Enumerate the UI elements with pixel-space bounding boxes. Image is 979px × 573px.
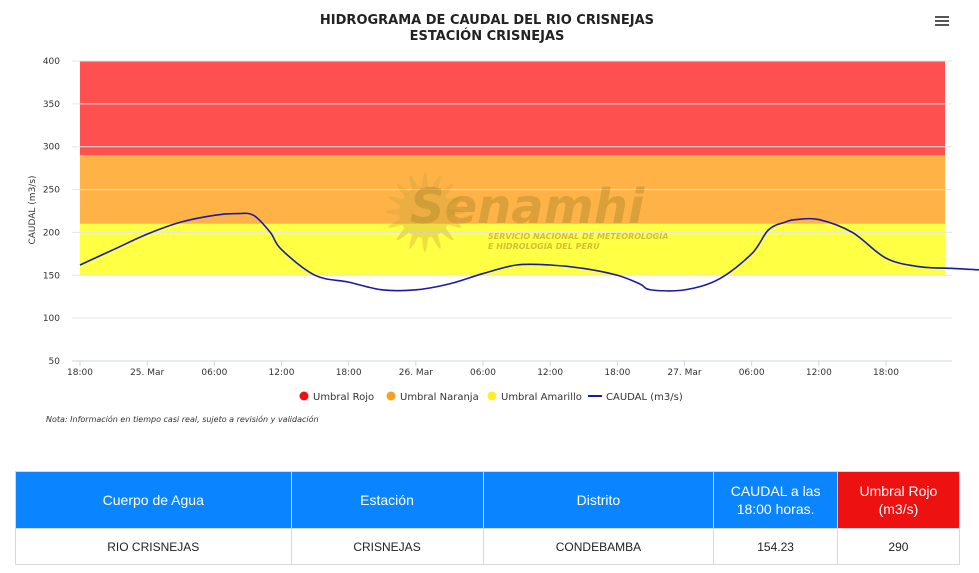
legend-item: CAUDAL (m3/s) <box>588 392 683 403</box>
sun-logo-icon <box>385 172 465 252</box>
chart-subtitle: ESTACIÓN CRISNEJAS <box>410 28 565 44</box>
sun-ray <box>441 228 454 241</box>
header-distrito: Distrito <box>482 471 715 529</box>
cell-distrito: CONDEBAMBA <box>482 528 715 565</box>
legend-item: Umbral Rojo <box>299 391 374 403</box>
sun-ray <box>409 234 418 249</box>
y-tick-label: 150 <box>43 271 60 281</box>
x-tick-label: 06:00 <box>201 368 227 378</box>
x-tick-label: 27. Mar <box>667 368 701 378</box>
header-cuerpo-de-agua: Cuerpo de Agua <box>15 471 292 529</box>
x-tick-label: 26. Mar <box>399 368 433 378</box>
legend-dot-icon <box>386 391 396 401</box>
cell-caudal: 154.23 <box>713 528 838 565</box>
x-tick-label: 18:00 <box>336 368 362 378</box>
table-row: RIO CRISNEJAS CRISNEJAS CONDEBAMBA 154.2… <box>15 528 961 565</box>
sun-ray <box>385 208 400 216</box>
sun-ray <box>421 172 429 187</box>
x-tick-label: 25. Mar <box>130 368 164 378</box>
sun-ray <box>447 219 462 228</box>
hamburger-menu-icon[interactable] <box>934 14 950 30</box>
y-tick-label: 100 <box>43 314 60 324</box>
y-tick-label: 350 <box>43 100 60 110</box>
x-tick-label: 18:00 <box>604 368 630 378</box>
cell-umbral-rojo: 290 <box>836 528 961 565</box>
legend-label: CAUDAL (m3/s) <box>606 392 683 403</box>
header-umbral-rojo: Umbral Rojo (m3/s) <box>836 471 961 529</box>
cell-estacion: CRISNEJAS <box>290 528 484 565</box>
table-header-row: Cuerpo de Agua Estación Distrito CAUDAL … <box>15 471 961 529</box>
sun-ray <box>409 175 418 190</box>
x-tick-label: 18:00 <box>67 368 93 378</box>
band-umbral-rojo <box>80 61 945 156</box>
chart-note: Nota: Información en tiempo casi real, s… <box>46 414 319 424</box>
senamhi-watermark: Senamhi SERVICIO NACIONAL DE METEOROLOGÍ… <box>385 172 668 252</box>
y-tick-label: 400 <box>43 57 60 67</box>
sun-ray <box>396 183 409 196</box>
watermark-line2: E HIDROLOGÍA DEL PERÚ <box>488 240 600 251</box>
sun-ray <box>396 228 409 241</box>
legend-label: Umbral Rojo <box>313 392 374 403</box>
y-tick-label: 300 <box>43 143 60 153</box>
x-tick-label: 12:00 <box>806 368 832 378</box>
x-tick-label: 06:00 <box>739 368 765 378</box>
legend-dot-icon <box>299 391 309 401</box>
sun-ray <box>388 219 403 228</box>
caudal-line <box>79 212 979 292</box>
y-axis-ticks: 50 100 150 200 250 300 350 400 <box>43 57 60 367</box>
legend-dot-icon <box>487 391 497 401</box>
sun-ray <box>432 234 441 249</box>
sun-ray <box>441 183 454 196</box>
sun-ray <box>450 208 465 216</box>
sun-ray <box>421 237 429 252</box>
sun-core <box>399 186 451 238</box>
x-tick-label: 18:00 <box>873 368 899 378</box>
y-tick-label: 50 <box>49 357 61 367</box>
legend-label: Umbral Naranja <box>400 392 479 403</box>
cell-cuerpo-de-agua: RIO CRISNEJAS <box>15 528 292 565</box>
chart-title: HIDROGRAMA DE CAUDAL DEL RIO CRISNEJAS <box>320 13 654 28</box>
watermark-line1: SERVICIO NACIONAL DE METEOROLOGÍA <box>488 230 668 241</box>
y-axis-title: CAUDAL (m3/s) <box>28 175 38 244</box>
y-tick-label: 200 <box>43 228 60 238</box>
station-table: Cuerpo de Agua Estación Distrito CAUDAL … <box>15 471 961 565</box>
legend-item: Umbral Naranja <box>386 391 479 403</box>
legend-label: Umbral Amarillo <box>501 392 582 403</box>
legend-item: Umbral Amarillo <box>487 391 582 403</box>
x-axis-ticks: 18:00 25. Mar 06:00 12:00 18:00 26. Mar 06:00 1… <box>67 361 899 378</box>
x-tick-label: 12:00 <box>537 368 563 378</box>
sun-ray <box>447 196 462 205</box>
hydrograph-chart: HIDROGRAMA DE CAUDAL DEL RIO CRISNEJAS E… <box>28 13 979 424</box>
watermark-brand: Senamhi <box>410 179 645 235</box>
x-tick-label: 06:00 <box>470 368 496 378</box>
chart-legend: Umbral Rojo Umbral Naranja Umbral Amarillo… <box>299 391 683 403</box>
sun-ray <box>432 175 441 190</box>
sun-ray <box>388 196 403 205</box>
caudal-series <box>79 212 979 292</box>
y-tick-label: 250 <box>43 186 60 196</box>
header-caudal: CAUDAL a las 18:00 horas. <box>713 471 838 529</box>
header-estacion: Estación <box>290 471 484 529</box>
x-tick-label: 12:00 <box>269 368 295 378</box>
